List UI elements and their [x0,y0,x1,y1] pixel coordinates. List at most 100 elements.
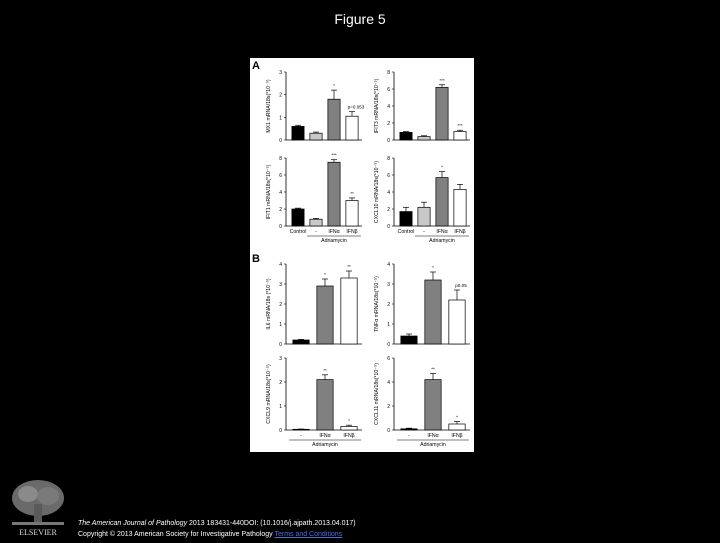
bar [291,208,305,227]
tree-logo-icon: ELSEVIER [6,476,70,538]
bar [424,279,442,345]
x-category-label: Control [290,229,307,235]
y-tick-label: 0 [279,428,282,434]
panel-a-label: A [252,60,260,72]
bar [435,177,449,227]
y-tick-label: 0 [279,138,282,144]
bar [292,339,310,345]
y-tick-label: 8 [387,156,390,162]
group-label: Adriamycin [321,238,347,244]
x-category-label: IFNβ [346,229,357,235]
y-axis-label: CXCL9 mRNA/18s(*10⁻⁵) [266,364,272,424]
y-axis-label: TNFα mRNA/18s(*10⁻⁵) [374,276,380,332]
y-tick-label: 6 [387,87,390,93]
y-tick-label: 2 [387,404,390,410]
x-category-label: IFNα [328,229,339,235]
bar [316,285,334,345]
y-tick-label: 1 [387,322,390,328]
y-axis-label: IL6 mRNA/18s (*10⁻⁵) [266,278,272,330]
y-tick-label: 0 [387,224,390,230]
significance-label: ** [350,191,354,196]
citation-line-1: The American Journal of Pathology 2013 1… [78,518,356,529]
y-tick-label: 0 [387,428,390,434]
journal-name: The American Journal of Pathology [78,520,188,527]
y-tick-label: 2 [387,121,390,127]
y-tick-label: 1 [279,404,282,410]
bar [417,206,431,227]
x-category-label: - [423,229,425,235]
y-tick-label: 6 [387,173,390,179]
bar [345,115,359,141]
x-category-label: - [315,229,317,235]
y-axis-label: CXCL10 mRNA/18s(*10⁻⁵) [374,161,380,224]
y-tick-label: 2 [387,302,390,308]
bar [345,200,359,227]
bar [340,426,358,431]
bar [435,86,449,141]
x-category-label: IFNβ [343,433,354,439]
x-category-label: IFNα [436,229,447,235]
logo-wordmark: ELSEVIER [19,528,57,537]
x-category-label: IFNβ [451,433,462,439]
y-tick-label: 4 [279,262,282,268]
significance-label: * [456,415,458,420]
x-category-label: IFNβ [454,229,465,235]
y-tick-label: 4 [387,190,390,196]
x-category-label: IFNα [427,433,438,439]
figure-panel: A B 0 1 2 3 MX1 mRNA/18s(*10⁻⁵) * p=0.053 0 2 4 6 8… [250,58,474,452]
y-tick-label: 1 [279,322,282,328]
bar [399,211,413,227]
x-category-label: Control [398,229,415,235]
significance-label: * [348,418,350,423]
group-label: Adriamycin [429,238,455,244]
y-tick-label: 0 [279,224,282,230]
bar [316,379,334,431]
bar [399,131,413,141]
copyright-text: Copyright © 2013 American Society for In… [78,531,275,538]
bar [417,136,431,141]
y-tick-label: 2 [279,207,282,213]
figure-svg: A B 0 1 2 3 MX1 mRNA/18s(*10⁻⁵) * p=0.053 0 2 4 6 8… [252,60,470,448]
y-tick-label: 0 [279,342,282,348]
y-tick-label: 2 [279,93,282,99]
y-axis-label: IFIT1 mRNA/18s(*10⁻⁵) [266,164,272,219]
bar [400,335,418,345]
y-axis-label: IFIT3 mRNA/18s(*10⁻⁵) [374,78,380,133]
bar [453,131,467,141]
bar [453,189,467,227]
panel-b-label: B [252,253,260,265]
x-category-label: IFNα [319,433,330,439]
y-tick-label: 2 [279,380,282,386]
citation-details: 2013 183431-440DOI: (10.1016/j.ajpath.20… [187,520,356,527]
significance-label: *** [457,123,463,128]
significance-label: * [324,272,326,277]
bar [291,126,305,141]
y-tick-label: 3 [279,356,282,362]
y-tick-label: 2 [279,302,282,308]
bar [400,428,418,431]
y-tick-label: 3 [387,282,390,288]
group-label: Adriamycin [420,442,446,448]
y-tick-label: 0 [387,342,390,348]
y-tick-label: 4 [387,262,390,268]
bar [327,161,341,227]
y-tick-label: 6 [279,173,282,179]
citation-line-2: Copyright © 2013 American Society for In… [78,529,356,540]
y-tick-label: 0 [387,138,390,144]
slide-title: Figure 5 [334,11,386,27]
y-tick-label: 3 [279,70,282,76]
significance-label: ** [431,367,435,372]
y-tick-label: 4 [387,104,390,110]
bar [448,299,466,345]
significance-label: * [432,265,434,270]
citation: The American Journal of Pathology 2013 1… [78,518,356,540]
y-axis-label: MX1 mRNA/18s(*10⁻⁵) [266,79,272,133]
y-tick-label: 6 [387,356,390,362]
significance-label: ** [347,264,351,269]
x-category-label: - [300,433,302,439]
y-tick-label: 1 [279,115,282,121]
significance-label: * [333,83,335,88]
significance-label: p0.05 [455,283,467,288]
bar [340,277,358,345]
terms-link[interactable]: Terms and Conditions [274,531,343,538]
